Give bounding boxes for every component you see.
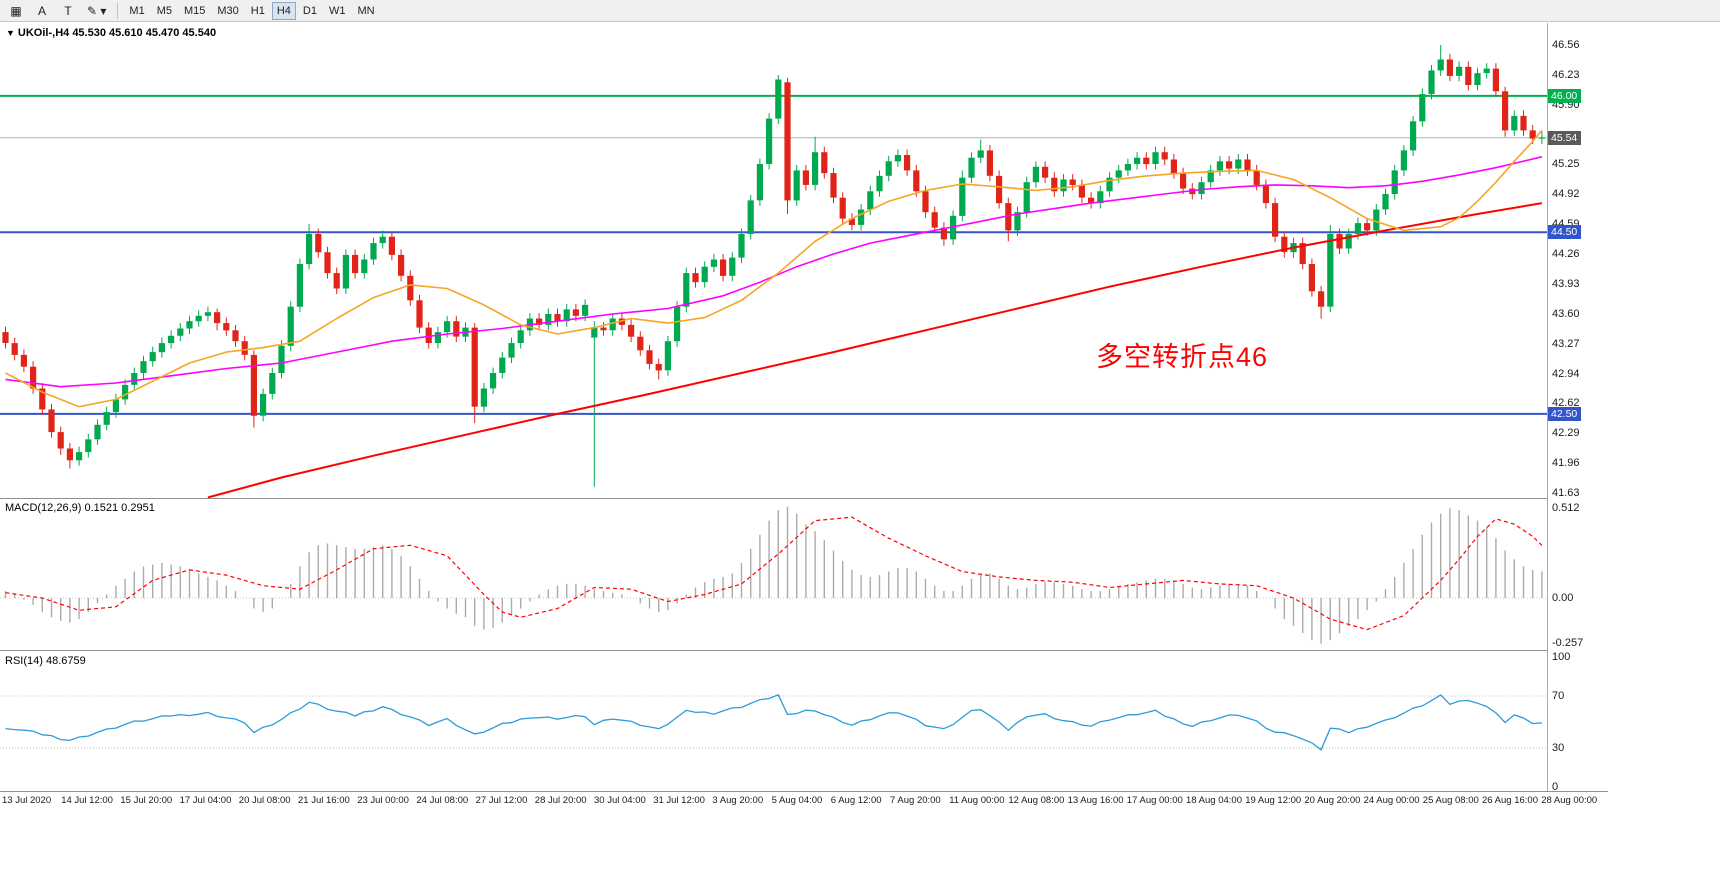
drawing-tools-group: ▦ A T ✎ ▾ — [3, 2, 112, 20]
price-label-44.26: 44.26 — [1552, 248, 1580, 260]
time-label: 14 Jul 12:00 — [61, 795, 113, 806]
hlines-layer — [0, 94, 1547, 415]
ma-fast-orange — [5, 129, 1543, 408]
timeframe-button-H1[interactable]: H1 — [246, 2, 270, 20]
price-label-43.27: 43.27 — [1552, 337, 1580, 350]
price-label-46.56: 46.56 — [1552, 39, 1580, 51]
ma-mid-magenta — [5, 156, 1543, 388]
price-label-43.93: 43.93 — [1552, 277, 1580, 290]
time-label: 13 Aug 16:00 — [1067, 795, 1124, 806]
panel-separator-macd[interactable] — [0, 498, 1608, 499]
rsi-axis-label-70: 70 — [1552, 690, 1565, 702]
toolbar: ▦ A T ✎ ▾ M1 M5 M15 M30 H1 H4 D1 W1 MN — [0, 0, 1720, 22]
price-label-43.60: 43.60 — [1552, 307, 1580, 320]
macd-signal-line — [5, 516, 1543, 631]
time-label: 17 Aug 00:00 — [1126, 795, 1183, 806]
draw-tool-icon[interactable]: ✎ ▾ — [82, 2, 111, 20]
time-label: 7 Aug 20:00 — [890, 795, 941, 806]
price-label-41.63: 41.63 — [1552, 486, 1580, 499]
price-badge-45.54: 45.54 — [1548, 130, 1582, 145]
timeframe-button-W1[interactable]: W1 — [324, 2, 351, 20]
timeframe-button-D1[interactable]: D1 — [298, 2, 322, 20]
timeframe-button-H4[interactable]: H4 — [271, 1, 296, 20]
time-label: 21 Jul 16:00 — [298, 795, 350, 806]
timeframe-button-M5[interactable]: M5 — [152, 2, 177, 20]
price-label-42.29: 42.29 — [1552, 427, 1580, 439]
main-chart-canvas[interactable] — [0, 23, 1547, 498]
rsi-axis-label-30: 30 — [1552, 742, 1565, 754]
price-label-44.92: 44.92 — [1552, 188, 1580, 201]
price-badge-44.50: 44.50 — [1548, 225, 1582, 240]
time-label: 18 Aug 04:00 — [1186, 795, 1242, 806]
time-label: 23 Jul 00:00 — [357, 795, 409, 806]
grid-tool-icon[interactable]: ▦ — [4, 2, 28, 20]
price-label-41.96: 41.96 — [1552, 457, 1580, 469]
time-label: 17 Jul 04:00 — [179, 795, 232, 806]
time-label: 26 Aug 16:00 — [1482, 795, 1538, 806]
panel-separator-timeaxis — [0, 791, 1608, 792]
toolbar-separator — [117, 2, 119, 19]
ohlc-text: UKOil-,H4 45.530 45.610 45.470 45.540 — [17, 27, 217, 39]
time-label: 20 Jul 08:00 — [238, 795, 291, 806]
panel-separator-rsi[interactable] — [0, 650, 1608, 651]
price-badge-42.50: 42.50 — [1548, 406, 1582, 421]
macd-panel-canvas[interactable] — [0, 499, 1547, 650]
rsi-label: RSI(14) 48.6759 — [5, 655, 86, 667]
rsi-line — [5, 693, 1542, 751]
time-label: 31 Jul 12:00 — [653, 795, 705, 806]
time-label: 30 Jul 04:00 — [594, 795, 646, 806]
timeframe-button-M15[interactable]: M15 — [179, 2, 210, 20]
time-axis[interactable]: 13 Jul 2020 14 Jul 12:00 15 Jul 20:00 17 Ju… — [0, 792, 1608, 812]
chart-annotation: 多空转折点46 — [1096, 342, 1269, 372]
rsi-axis-label-0: 0 — [1552, 781, 1559, 793]
price-axis[interactable]: 46.56 46.23 45.90 45.25 44.92 44.59 44.26 43.93… — [1547, 23, 1609, 793]
ma-slow-red — [207, 202, 1543, 498]
time-label: 3 Aug 20:00 — [712, 795, 764, 806]
rsi-axis-label-100: 100 — [1552, 651, 1571, 663]
candles-layer — [2, 45, 1545, 487]
macd-histogram-layer — [4, 506, 1543, 644]
price-label-42.94: 42.94 — [1552, 367, 1580, 380]
time-label: 6 Aug 12:00 — [830, 795, 882, 806]
time-label: 25 Aug 08:00 — [1422, 795, 1479, 806]
time-label: 19 Aug 12:00 — [1245, 795, 1302, 806]
macd-axis-label-0.512: 0.512 — [1552, 501, 1580, 514]
macd-axis-label--0.257: -0.257 — [1552, 637, 1584, 650]
time-label: 27 Jul 12:00 — [475, 795, 528, 806]
time-label: 28 Jul 20:00 — [534, 795, 587, 806]
time-label: 24 Jul 08:00 — [416, 795, 469, 806]
time-label: 24 Aug 00:00 — [1363, 795, 1420, 806]
symbol-ohlc-readout: ▼ UKOil-,H4 45.530 45.610 45.470 45.540 — [6, 27, 216, 39]
time-label: 5 Aug 04:00 — [771, 795, 823, 806]
price-label-42.62: 42.62 — [1552, 397, 1580, 410]
timeframe-button-M1[interactable]: M1 — [124, 2, 149, 20]
price-badge-46.00: 46.00 — [1548, 88, 1582, 103]
timeframe-group: M1 M5 M15 M30 H1 H4 D1 W1 MN — [123, 1, 380, 20]
price-label-45.25: 45.25 — [1552, 158, 1580, 171]
text-label-tool-icon[interactable]: A — [30, 2, 54, 20]
timeframe-button-MN[interactable]: MN — [352, 2, 379, 20]
time-label: 15 Jul 20:00 — [120, 795, 173, 806]
rsi-panel-canvas[interactable] — [0, 651, 1547, 791]
macd-axis-label-0.00: 0.00 — [1552, 592, 1574, 604]
timeframe-button-M30[interactable]: M30 — [212, 2, 243, 20]
time-label: 28 Aug 00:00 — [1541, 795, 1598, 806]
time-label: 13 Jul 2020 — [2, 795, 52, 806]
macd-label: MACD(12,26,9) 0.1521 0.2951 — [5, 502, 155, 514]
time-label: 20 Aug 20:00 — [1304, 795, 1361, 806]
time-label: 11 Aug 00:00 — [949, 795, 1005, 806]
time-label: 12 Aug 08:00 — [1008, 795, 1065, 806]
price-label-46.23: 46.23 — [1552, 68, 1580, 81]
chevron-down-icon[interactable]: ▼ — [6, 28, 15, 38]
text-box-tool-icon[interactable]: T — [56, 2, 80, 20]
